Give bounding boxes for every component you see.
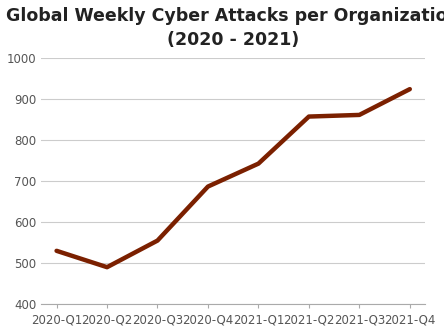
- Title: Global Weekly Cyber Attacks per Organization
(2020 - 2021): Global Weekly Cyber Attacks per Organiza…: [6, 7, 444, 49]
